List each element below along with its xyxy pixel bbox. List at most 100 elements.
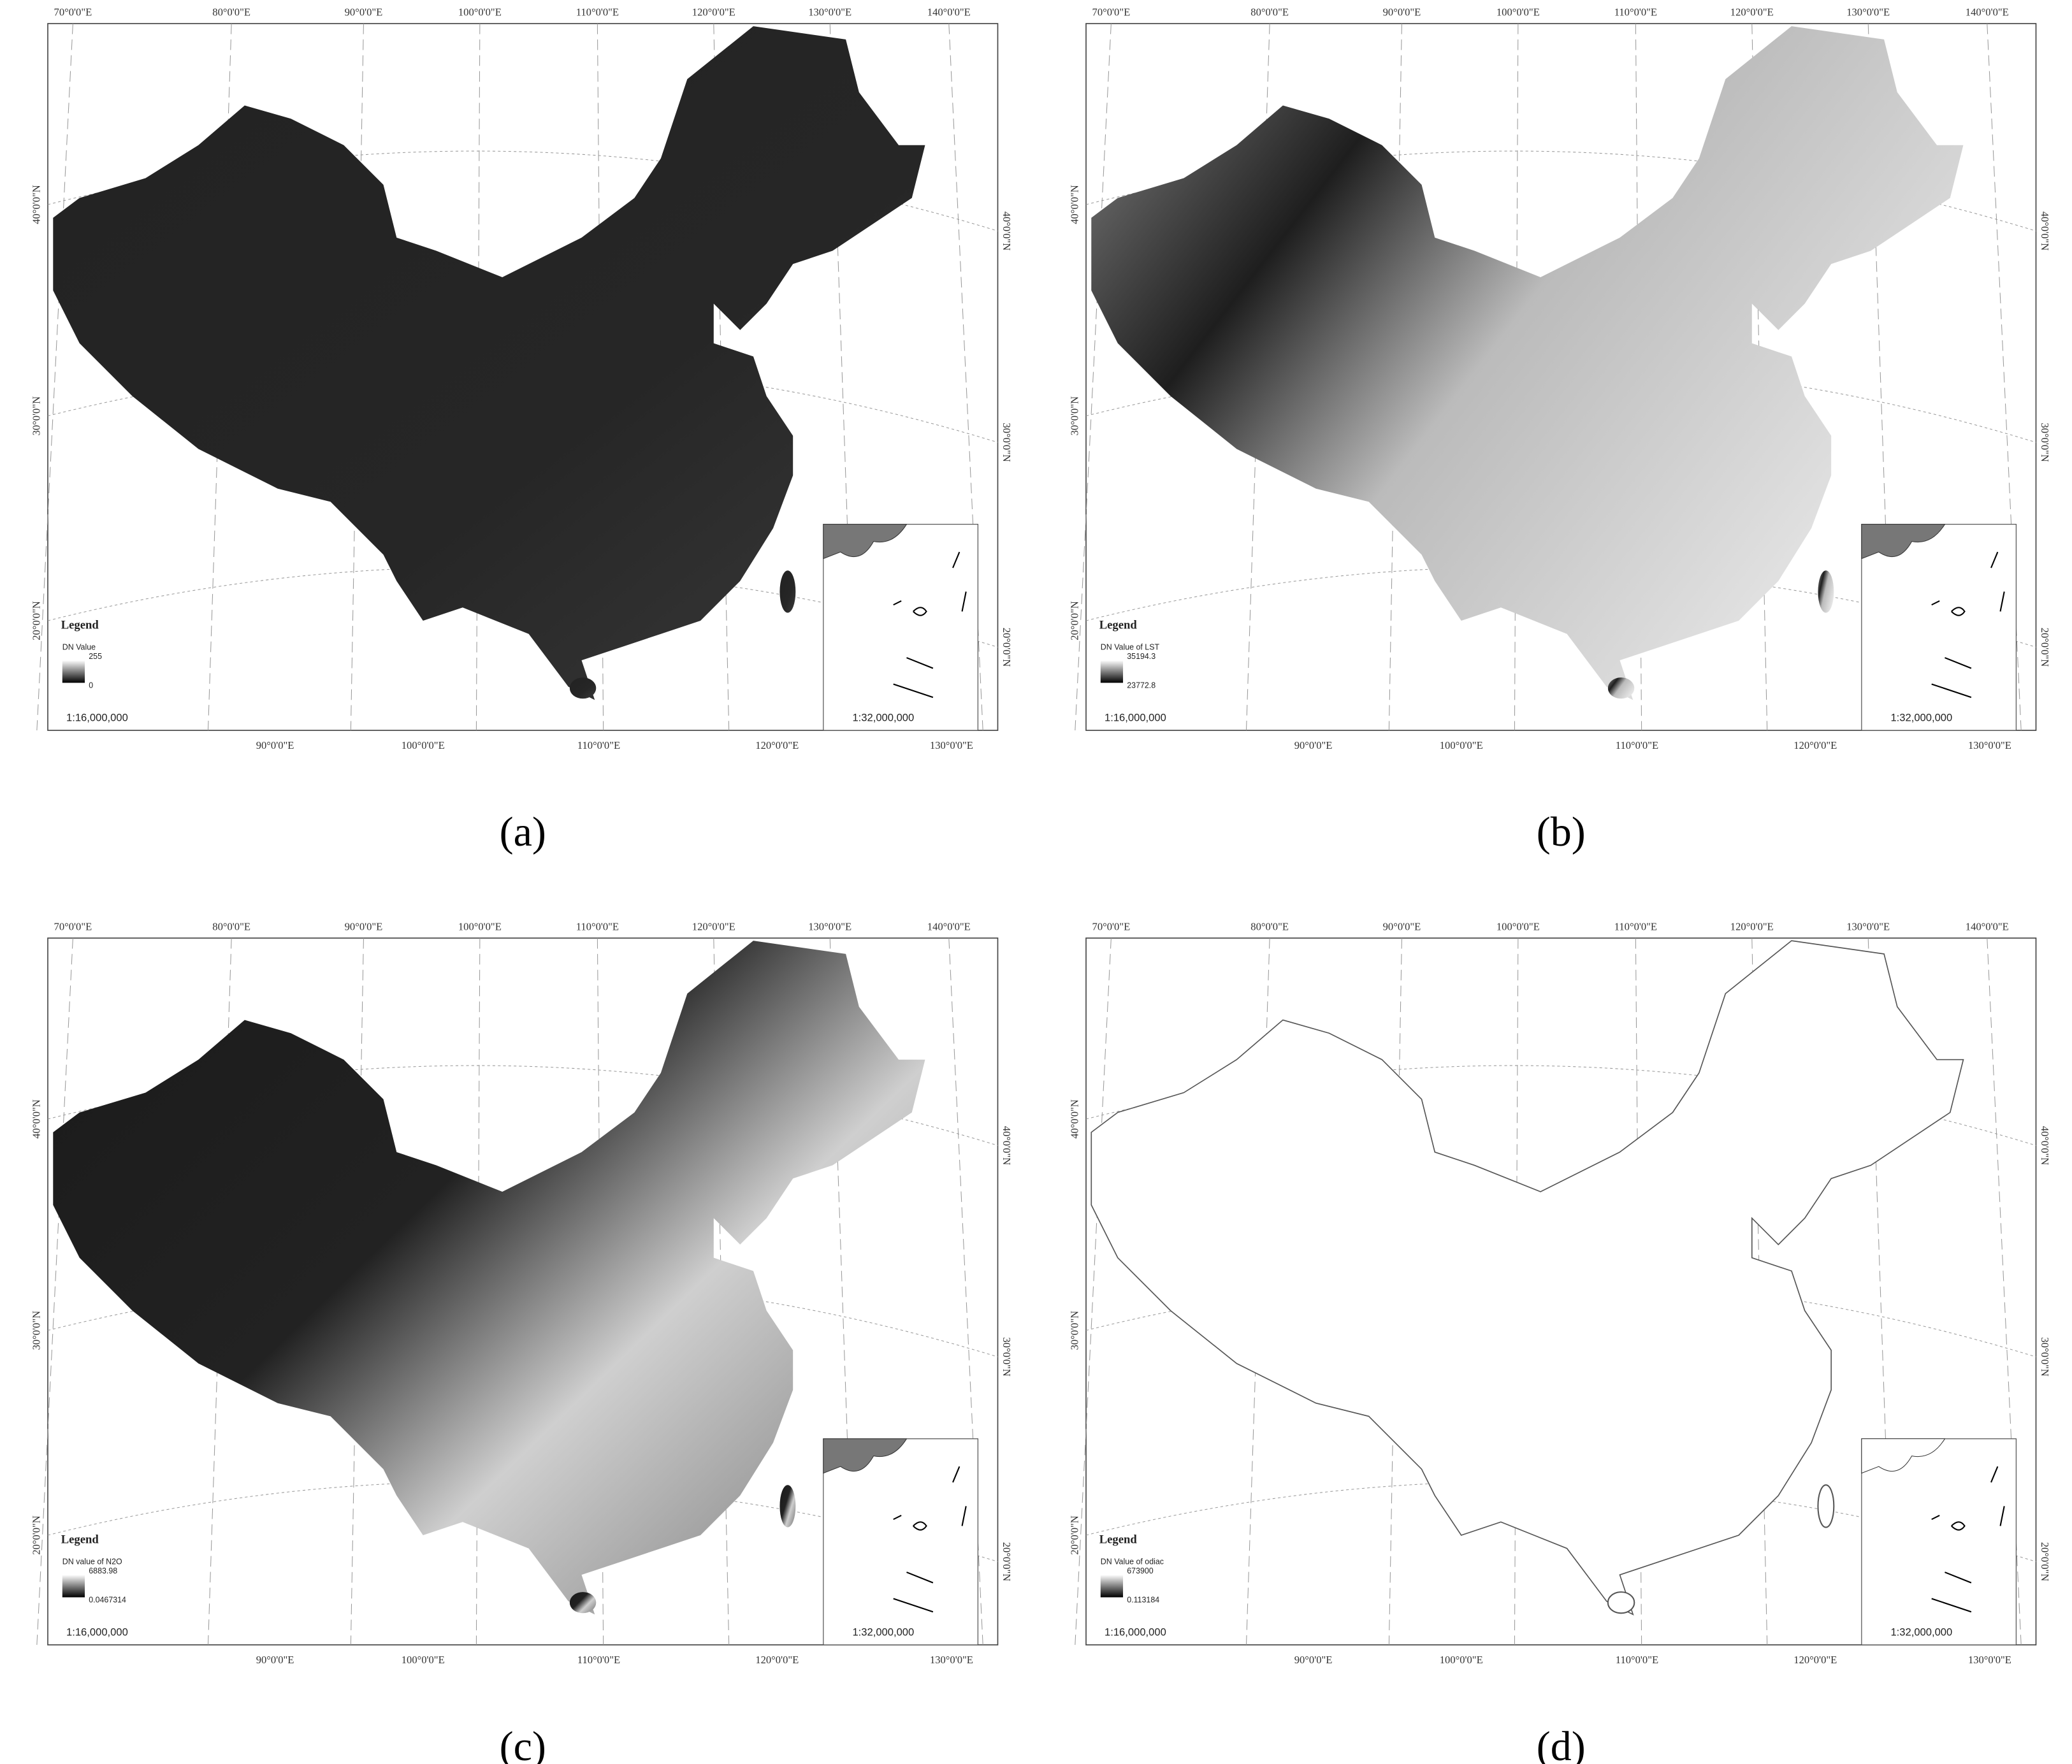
inset-coast	[1861, 1438, 1946, 1474]
right-lat-label: 30°0'0"N	[2039, 423, 2051, 462]
top-lon-label: 90°0'0"E	[345, 6, 383, 18]
island	[569, 1592, 597, 1614]
right-lat-label: 40°0'0"N	[1001, 212, 1013, 251]
country-shape	[53, 941, 925, 1615]
left-lat-label: 20°0'0"N	[31, 601, 43, 640]
legend-min: 0.113184	[1127, 1596, 1159, 1605]
panel-caption: (d)	[1537, 1723, 1586, 1764]
meridian	[1075, 937, 1112, 1645]
top-lon-label: 90°0'0"E	[345, 921, 383, 933]
top-lon-label: 100°0'0"E	[458, 921, 502, 933]
left-lat-label: 40°0'0"N	[31, 1099, 43, 1139]
top-lon-label: 80°0'0"E	[1250, 921, 1289, 933]
legend-min: 23772.8	[1127, 681, 1156, 690]
top-lon-label: 130°0'0"E	[808, 6, 851, 18]
right-lat-label: 40°0'0"N	[2039, 1126, 2051, 1166]
top-lon-label: 90°0'0"E	[1383, 6, 1421, 18]
left-lat-label: 40°0'0"N	[1069, 1099, 1081, 1139]
legend-ramp	[1100, 660, 1124, 683]
parallel	[47, 1276, 998, 1357]
bottom-lon-label: 110°0'0"E	[1616, 739, 1658, 751]
map-scale: 1:16,000,000	[1105, 712, 1166, 724]
left-lat-label: 40°0'0"N	[1069, 185, 1081, 224]
country-shape	[1091, 26, 1964, 700]
legend-max: 255	[89, 652, 102, 661]
legend-title: Legend	[61, 618, 99, 632]
bottom-lon-label: 120°0'0"E	[755, 739, 799, 751]
inset-islands	[893, 1466, 967, 1613]
top-lon-label: 100°0'0"E	[1496, 6, 1540, 18]
map-panel: 70°0'0"E 80°0'0"E 90°0'0"E 100°0'0"E 110°0'0…	[31, 921, 1013, 1666]
parallel	[47, 362, 998, 443]
right-lat-label: 30°0'0"N	[1001, 423, 1013, 462]
top-lon-label: 140°0'0"E	[1966, 921, 2009, 933]
right-lat-label: 20°0'0"N	[1001, 628, 1013, 667]
top-lon-label: 70°0'0"E	[54, 6, 92, 18]
legend-title: Legend	[61, 1533, 99, 1546]
panel-caption: (a)	[500, 809, 546, 855]
top-lon-label: 100°0'0"E	[1496, 921, 1540, 933]
parallel	[1085, 1276, 2036, 1357]
top-lon-label: 110°0'0"E	[1614, 6, 1657, 18]
inset-coast	[1861, 524, 1946, 560]
left-lat-label: 20°0'0"N	[1069, 1515, 1081, 1555]
legend-name: DN Value of odiac	[1101, 1558, 1164, 1566]
inset-frame	[1861, 524, 2017, 731]
bottom-lon-label: 120°0'0"E	[755, 1654, 799, 1666]
top-lon-label: 120°0'0"E	[692, 6, 735, 18]
meridian	[36, 23, 73, 731]
island	[1607, 677, 1635, 699]
right-lat-label: 40°0'0"N	[2039, 212, 2051, 251]
inset-coast	[823, 524, 908, 560]
inset-scale: 1:32,000,000	[1890, 712, 1952, 724]
top-lon-label: 70°0'0"E	[1092, 6, 1131, 18]
legend-min: 0.0467314	[89, 1596, 126, 1605]
right-lat-label: 30°0'0"N	[1001, 1337, 1013, 1377]
inset-scale: 1:32,000,000	[1890, 1626, 1952, 1638]
bottom-lon-label: 130°0'0"E	[930, 1654, 973, 1666]
left-lat-label: 40°0'0"N	[31, 185, 43, 224]
legend-ramp	[62, 660, 85, 683]
bottom-lon-label: 130°0'0"E	[930, 739, 973, 751]
legend-name: DN Value	[62, 643, 96, 652]
top-lon-label: 120°0'0"E	[692, 921, 735, 933]
legend-name: DN value of N2O	[62, 1558, 122, 1566]
top-lon-label: 100°0'0"E	[458, 6, 502, 18]
top-lon-label: 130°0'0"E	[1846, 6, 1890, 18]
panel-caption: (c)	[500, 1723, 546, 1764]
bottom-lon-label: 90°0'0"E	[1294, 739, 1333, 751]
top-lon-label: 90°0'0"E	[1383, 921, 1421, 933]
right-lat-label: 20°0'0"N	[2039, 628, 2051, 667]
bottom-lon-label: 120°0'0"E	[1793, 1654, 1837, 1666]
inset-frame	[1861, 1438, 2017, 1645]
top-lon-label: 130°0'0"E	[808, 921, 851, 933]
legend-name: DN Value of LST	[1101, 643, 1160, 652]
left-lat-label: 20°0'0"N	[1069, 601, 1081, 640]
inset-scale: 1:32,000,000	[852, 1626, 914, 1638]
inset-islands	[1931, 1466, 2005, 1613]
legend-min: 0	[89, 681, 93, 690]
top-lon-label: 110°0'0"E	[1614, 921, 1657, 933]
map-panel: 70°0'0"E 80°0'0"E 90°0'0"E 100°0'0"E 110°0'0…	[1069, 921, 2051, 1666]
meridian	[1075, 23, 1112, 731]
bottom-lon-label: 110°0'0"E	[577, 739, 620, 751]
map-scale: 1:16,000,000	[66, 1626, 128, 1638]
top-lon-label: 110°0'0"E	[576, 6, 619, 18]
island	[779, 570, 796, 613]
top-lon-label: 140°0'0"E	[927, 6, 971, 18]
country-shape	[1090, 940, 1964, 1616]
left-lat-label: 30°0'0"N	[1069, 396, 1081, 436]
map-panel: 70°0'0"E 80°0'0"E 90°0'0"E 100°0'0"E 110°0'0…	[1069, 6, 2051, 752]
left-lat-label: 30°0'0"N	[1069, 1311, 1081, 1350]
bottom-lon-label: 90°0'0"E	[1294, 1654, 1333, 1666]
bottom-lon-label: 100°0'0"E	[402, 1654, 445, 1666]
legend-max: 35194.3	[1127, 652, 1156, 661]
inset-coast	[823, 1438, 908, 1474]
island	[569, 677, 597, 699]
legend-ramp	[62, 1575, 85, 1598]
legend-ramp	[1100, 1575, 1124, 1598]
island	[1817, 1484, 1835, 1528]
legend-title: Legend	[1099, 618, 1138, 632]
top-lon-label: 80°0'0"E	[212, 6, 250, 18]
parallel	[1085, 362, 2036, 443]
